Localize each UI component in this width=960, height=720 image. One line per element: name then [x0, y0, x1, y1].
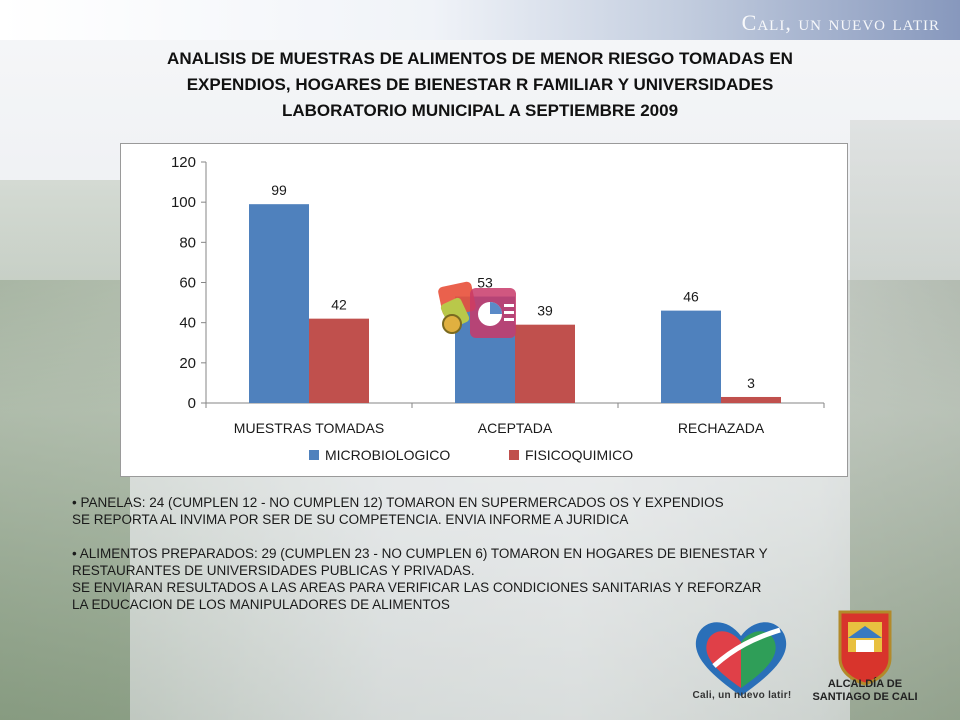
y-tick-label: 100 — [171, 194, 196, 211]
x-category-label: ACEPTADA — [478, 420, 553, 436]
alcaldia-caption: ALCALDÍA DE SANTIAGO DE CALI — [800, 678, 930, 704]
alcaldia-caption-line-1: ALCALDÍA DE — [827, 678, 903, 690]
bar-fisicoquimico — [515, 324, 575, 403]
coat-of-arms-icon — [838, 610, 892, 686]
note-preparados-line-1: • ALIMENTOS PREPARADOS: 29 (CUMPLEN 23 -… — [72, 546, 768, 561]
bar-fisicoquimico — [721, 396, 781, 403]
legend-swatch — [309, 450, 319, 460]
legend-label: MICROBIOLOGICO — [325, 447, 450, 463]
legend-swatch — [509, 450, 519, 460]
logo-slogan: Cali, un nuevo latir! — [692, 690, 792, 701]
data-label: 99 — [271, 182, 287, 198]
title-line-1: ANALISIS DE MUESTRAS DE ALIMENTOS DE MEN… — [167, 49, 793, 68]
alcaldia-caption-line-2: SANTIAGO DE CALI — [812, 691, 918, 703]
x-category-label: RECHAZADA — [678, 420, 765, 436]
note-preparados-line-2: RESTAURANTES DE UNIVERSIDADES PUBLICAS Y… — [72, 563, 475, 578]
data-label: 42 — [331, 297, 347, 313]
note-panelas-line-1: • PANELAS: 24 (CUMPLEN 12 - NO CUMPLEN 1… — [72, 495, 724, 510]
x-category-label: MUESTRAS TOMADAS — [234, 420, 384, 436]
y-tick-label: 60 — [179, 275, 196, 292]
legend-label: FISICOQUIMICO — [525, 447, 633, 463]
y-tick-label: 0 — [188, 395, 196, 412]
y-tick-label: 80 — [179, 234, 196, 251]
banner-slogan: Cali, un nuevo latir — [741, 10, 940, 35]
data-label: 46 — [683, 289, 699, 305]
note-panelas-line-2: SE REPORTA AL INVIMA POR SER DE SU COMPE… — [72, 512, 629, 527]
notes-section: • PANELAS: 24 (CUMPLEN 12 - NO CUMPLEN 1… — [72, 494, 912, 613]
bar-microbiologico — [249, 204, 309, 403]
y-tick-label: 120 — [171, 154, 196, 171]
y-tick-label: 40 — [179, 315, 196, 332]
y-tick-label: 20 — [179, 355, 196, 372]
bar-fisicoquimico — [309, 318, 369, 403]
bar-chart: 0 20 40 60 80 100 120 MUESTRAS TOMADAS 99 42 ACEPT… — [120, 143, 848, 477]
chart-svg: 0 20 40 60 80 100 120 MUESTRAS TOMADAS 99 42 ACEPT… — [171, 154, 825, 463]
bar-microbiologico — [661, 310, 721, 403]
data-label: 53 — [477, 275, 493, 291]
heart-logo-icon — [695, 622, 787, 696]
data-label: 39 — [537, 303, 553, 319]
note-preparados-line-3: SE ENVIARAN RESULTADOS A LAS AREAS PARA … — [72, 580, 762, 595]
note-preparados-line-4: LA EDUCACION DE LOS MANIPULADORES DE ALI… — [72, 597, 450, 612]
background-hills-left — [0, 180, 130, 720]
slide-title: ANALISIS DE MUESTRAS DE ALIMENTOS DE MEN… — [60, 46, 900, 124]
title-line-3: LABORATORIO MUNICIPAL A SEPTIEMBRE 2009 — [281, 101, 679, 120]
data-label: 3 — [747, 375, 755, 391]
top-banner: Cali, un nuevo latir — [0, 0, 960, 40]
title-line-2: EXPENDIOS, HOGARES DE BIENESTAR R FAMILI… — [186, 75, 774, 94]
powerpoint-chart-icon — [438, 281, 516, 338]
